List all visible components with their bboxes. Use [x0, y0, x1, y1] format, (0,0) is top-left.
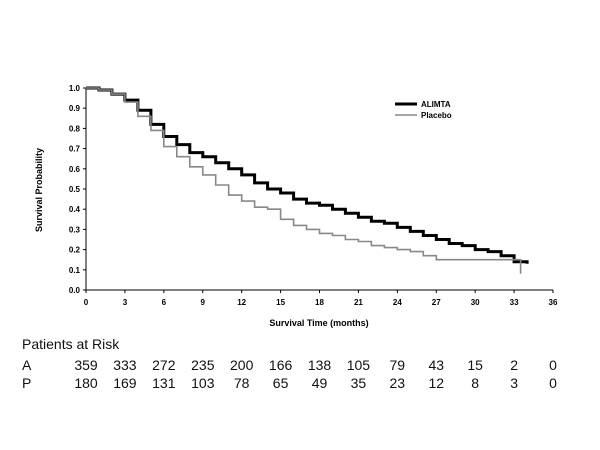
risk-count: 0	[549, 375, 557, 391]
series-line-placebo	[86, 87, 522, 274]
risk-count: 43	[428, 357, 445, 373]
chart-series	[86, 86, 529, 274]
risk-count: 333	[113, 357, 137, 373]
risk-count: 3	[510, 375, 518, 391]
x-tick-label: 3	[123, 298, 128, 307]
risk-count: 15	[467, 357, 483, 373]
risk-count: 359	[74, 357, 98, 373]
y-axis-label: Survival Probability	[34, 148, 44, 232]
risk-count: 35	[350, 375, 367, 391]
y-tick-label: 0.3	[69, 225, 81, 234]
risk-count: 0	[549, 357, 557, 373]
legend-label-placebo: Placebo	[421, 111, 452, 120]
chart-ticks: 0.00.10.20.30.40.50.60.70.80.91.00 3 6 9 12 1…	[69, 84, 558, 307]
x-tick-label: 6	[162, 298, 167, 307]
x-tick-label: 21	[354, 298, 363, 307]
risk-count: 180	[74, 375, 98, 391]
risk-count: 169	[113, 375, 137, 391]
risk-count: 65	[272, 375, 289, 391]
chart-legend: ALIMTA Placebo	[395, 100, 452, 120]
x-tick-label: 9	[201, 298, 206, 307]
y-tick-label: 0.0	[69, 286, 81, 295]
y-tick-label: 0.7	[69, 145, 81, 154]
x-axis-label: Survival Time (months)	[269, 318, 368, 328]
risk-count: 166	[268, 357, 293, 373]
x-tick-label: 33	[510, 298, 519, 307]
risk-count: 23	[389, 375, 406, 391]
x-tick-label: 0	[84, 298, 89, 307]
risk-row-label: A	[22, 357, 32, 373]
risk-count: 8	[471, 375, 480, 391]
y-tick-label: 0.1	[69, 266, 81, 275]
y-tick-label: 0.2	[69, 246, 81, 255]
legend-label-alimta: ALIMTA	[421, 100, 451, 109]
y-tick-label: 0.8	[69, 124, 81, 133]
y-tick-label: 1.0	[69, 84, 81, 93]
x-tick-label: 24	[393, 298, 402, 307]
risk-row-label: P	[22, 375, 32, 391]
x-tick-label: 30	[471, 298, 480, 307]
risk-count: 78	[233, 375, 250, 391]
x-tick-label: 18	[315, 298, 324, 307]
risk-count: 79	[389, 357, 406, 373]
x-tick-label: 36	[549, 298, 558, 307]
risk-count: 49	[311, 375, 328, 391]
x-tick-label: 15	[276, 298, 285, 307]
risk-count: 103	[191, 375, 215, 391]
x-tick-label: 12	[237, 298, 246, 307]
risk-count: 200	[230, 357, 254, 373]
y-tick-label: 0.6	[69, 165, 81, 174]
y-tick-label: 0.5	[69, 185, 81, 194]
series-line-alimta	[86, 86, 529, 264]
risk-count: 105	[346, 357, 371, 373]
risk-count: 2	[510, 357, 518, 373]
y-tick-label: 0.9	[69, 104, 81, 113]
survival-chart: 0.00.10.20.30.40.50.60.70.80.91.00 3 6 9 12 1…	[34, 84, 558, 328]
risk-count: 12	[428, 375, 445, 391]
risk-count: 131	[152, 375, 176, 391]
risk-count: 235	[191, 357, 215, 373]
risk-count: 272	[152, 357, 176, 373]
y-tick-label: 0.4	[69, 205, 81, 214]
x-tick-label: 27	[432, 298, 441, 307]
risk-count: 138	[307, 357, 332, 373]
